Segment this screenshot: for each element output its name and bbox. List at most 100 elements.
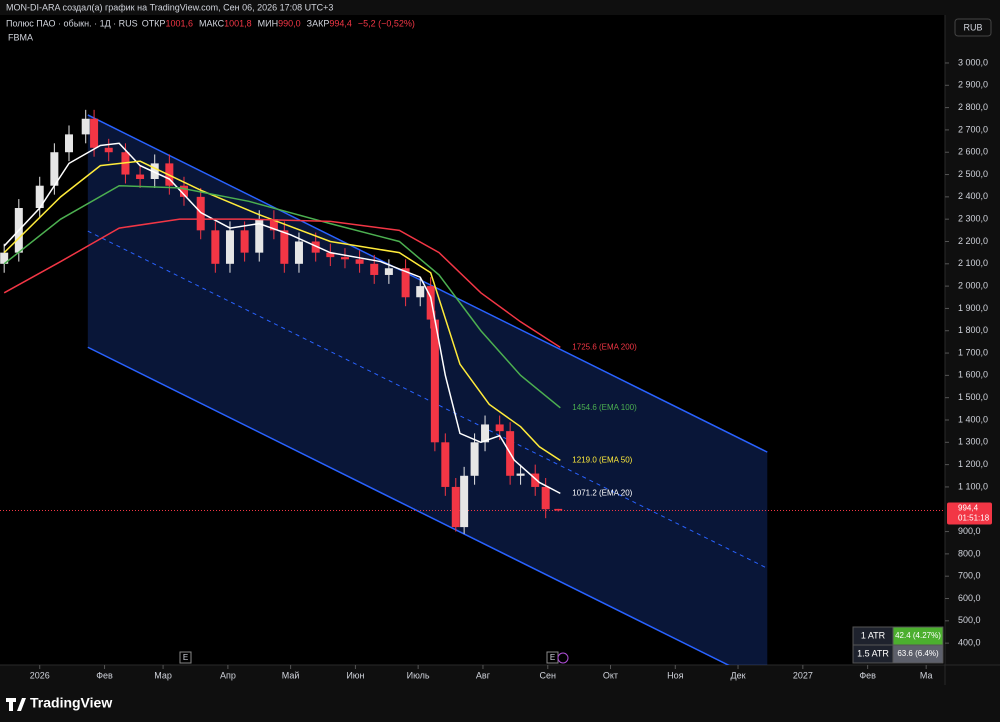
candle-body xyxy=(541,486,550,510)
y-tick-label: 2 700,0 xyxy=(958,124,988,134)
logo: TradingView xyxy=(6,695,112,711)
candle-body xyxy=(531,473,540,487)
candle-body xyxy=(516,473,525,476)
candle-body xyxy=(481,424,490,443)
candle-body xyxy=(401,268,410,298)
x-tick-label: Окт xyxy=(603,670,618,680)
channel-mid xyxy=(87,230,768,569)
x-tick-label: 2026 xyxy=(30,670,50,680)
candle-body xyxy=(326,252,335,258)
y-tick-label: 600,0 xyxy=(958,593,981,603)
candle-body xyxy=(416,286,425,298)
currency[interactable]: RUB xyxy=(963,22,982,32)
x-tick-label: Сен xyxy=(540,670,557,680)
candle-body xyxy=(0,252,9,264)
legend-item: МАКС xyxy=(199,18,225,28)
legend-item: 990,0 xyxy=(278,18,301,28)
candle-body xyxy=(355,259,364,264)
candle-body xyxy=(430,319,439,443)
currency-box[interactable] xyxy=(954,18,992,37)
y-tick-label: 800,0 xyxy=(958,548,981,558)
candle-body xyxy=(81,118,90,135)
candle-body xyxy=(554,508,563,511)
candle-body xyxy=(384,268,393,275)
y-tick-label: 2 500,0 xyxy=(958,169,988,179)
x-tick-label: Мар xyxy=(154,670,172,680)
atr-value: 42.4 (4.27%) xyxy=(895,631,941,640)
y-tick-label: 2 100,0 xyxy=(958,258,988,268)
candle-body xyxy=(150,163,159,180)
svg-text:E: E xyxy=(183,653,188,662)
legend-item: 1001,6 xyxy=(165,18,193,28)
candle-body xyxy=(470,442,479,476)
candle-body xyxy=(90,118,99,148)
pane xyxy=(0,15,945,665)
candle-body xyxy=(441,442,450,487)
indicator: FBMA xyxy=(8,32,33,42)
x-tick-label: Фев xyxy=(859,670,876,680)
svg-text:E: E xyxy=(550,653,555,662)
credit: MON-DI-ARA создал(а) график на TradingVi… xyxy=(6,2,333,12)
y-tick-label: 2 900,0 xyxy=(958,80,988,90)
ema-line xyxy=(3,160,561,462)
x-tick-label: Дек xyxy=(730,670,745,680)
y-tick-label: 500,0 xyxy=(958,615,981,625)
x-tick-label: Июн xyxy=(346,670,364,680)
channel-upper xyxy=(87,114,768,453)
atr-key: 1 ATR xyxy=(861,630,886,640)
y-tick-label: 1 700,0 xyxy=(958,347,988,357)
candle-body xyxy=(460,475,469,528)
legend-item: −5,2 (−0,52%) xyxy=(358,18,415,28)
candle-body xyxy=(179,185,188,197)
y-tick-label: 1 400,0 xyxy=(958,414,988,424)
y-tick-label: 1 600,0 xyxy=(958,370,988,380)
atr-value: 63.6 (6.4%) xyxy=(897,649,939,658)
y-tick-label: 1 500,0 xyxy=(958,392,988,402)
legend-item: 994,4 xyxy=(329,18,352,28)
ema-line xyxy=(3,184,561,409)
candle-body xyxy=(211,230,220,264)
y-tick-label: 1 300,0 xyxy=(958,437,988,447)
candle-body xyxy=(136,174,145,180)
price-tag-countdown: 01:51:18 xyxy=(958,514,990,523)
y-tick-label: 2 200,0 xyxy=(958,236,988,246)
legend-item: ОТКР xyxy=(142,18,166,28)
candle-body xyxy=(104,147,113,153)
candle-body xyxy=(255,219,264,253)
plot xyxy=(0,109,945,665)
candle-body xyxy=(240,230,249,253)
candle-body xyxy=(196,196,205,231)
x-tick-label: Ма xyxy=(920,670,933,680)
event-icon: E xyxy=(546,651,569,664)
candle-body xyxy=(370,263,379,275)
ema-label: 1454.6 (EMA 100) xyxy=(572,403,637,412)
ema-line xyxy=(3,142,561,495)
y-tick-label: 2 300,0 xyxy=(958,214,988,224)
x-tick-label: Апр xyxy=(220,670,236,680)
x-tick-label: Июль xyxy=(407,670,430,680)
y-tick-label: 900,0 xyxy=(958,526,981,536)
y-tick-label: 1 800,0 xyxy=(958,325,988,335)
x-tick-label: Ноя xyxy=(667,670,684,680)
candle-body xyxy=(280,230,289,264)
channel-lower xyxy=(87,346,730,665)
candle-body xyxy=(495,424,504,432)
candle-body xyxy=(35,185,44,209)
y-tick-label: 2 600,0 xyxy=(958,147,988,157)
y-tick-label: 1 200,0 xyxy=(958,459,988,469)
legend-item: 1001,8 xyxy=(224,18,252,28)
candle-body xyxy=(426,286,435,320)
legend: Полюс ПАО · обыкн. · 1Д · RUS ОТКР 1001,6 М… xyxy=(6,18,415,28)
ema-label: 1071.2 (EMA 20) xyxy=(572,488,632,497)
price-tag xyxy=(947,502,992,525)
y-tick-label: 2 000,0 xyxy=(958,280,988,290)
y-tick-label: 1 100,0 xyxy=(958,481,988,491)
y-tick-label: 700,0 xyxy=(958,571,981,581)
event-icon: E xyxy=(179,651,192,664)
candle-body xyxy=(451,486,460,528)
candle-body xyxy=(225,230,234,264)
y-tick-label: 2 400,0 xyxy=(958,191,988,201)
candle-body xyxy=(50,152,59,186)
y-tick-label: 2 800,0 xyxy=(958,102,988,112)
